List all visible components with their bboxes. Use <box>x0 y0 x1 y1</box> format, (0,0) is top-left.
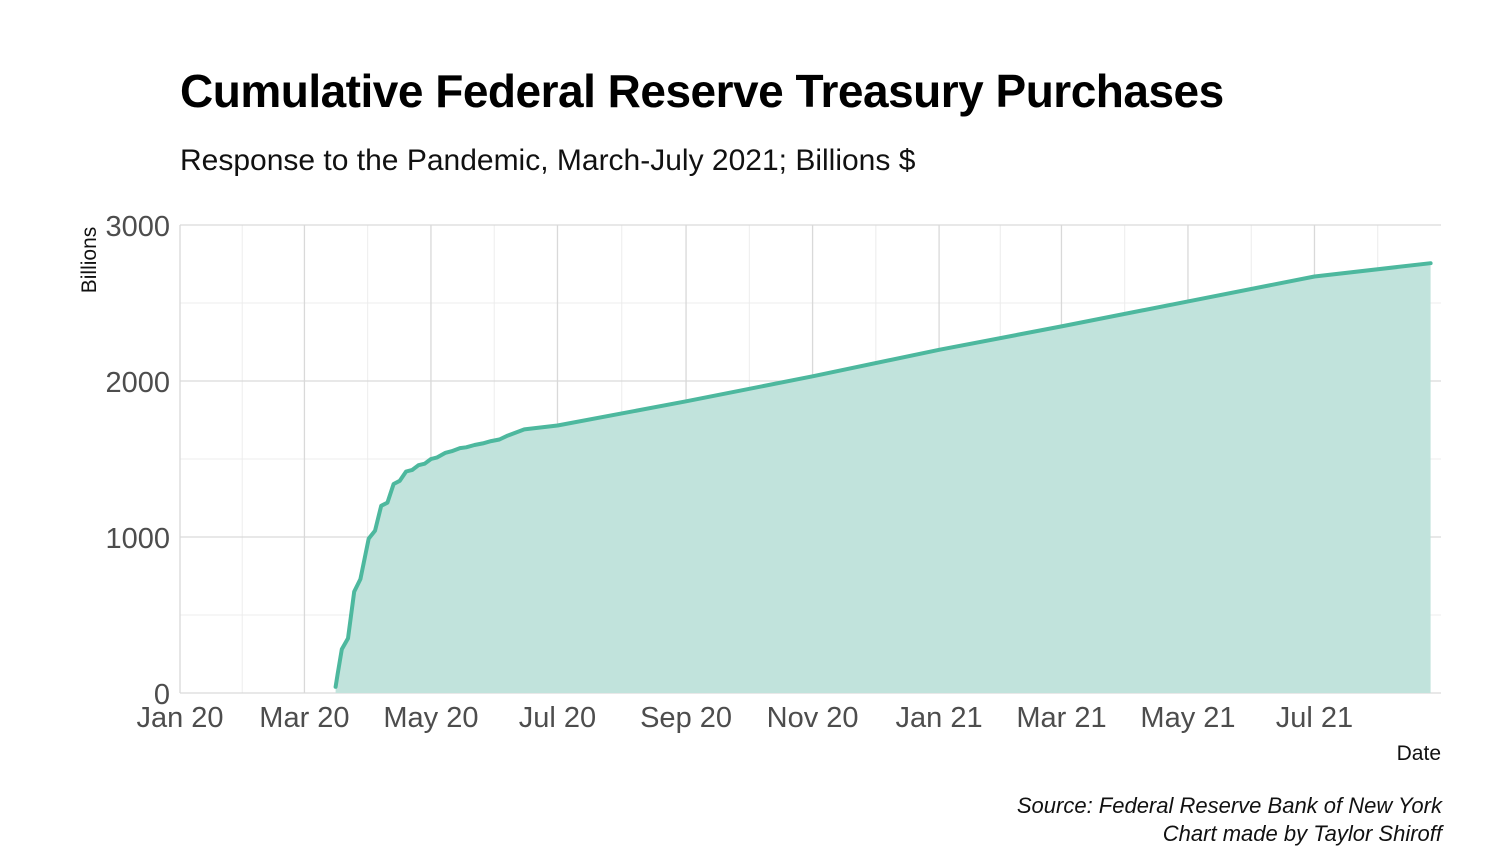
x-tick-label: May 20 <box>383 702 478 734</box>
y-tick-label: 0 <box>154 679 170 711</box>
x-tick-label: Mar 21 <box>1016 702 1106 734</box>
x-tick-labels: Jan 20 Mar 20 May 20 Jul 20 Sep 20 Nov 20 Jan … <box>136 702 1353 734</box>
y-tick-label: 2000 <box>105 367 170 399</box>
caption-credit: Chart made by Taylor Shiroff <box>1162 821 1442 846</box>
y-tick-label: 3000 <box>105 211 170 243</box>
series-line <box>333 261 1433 689</box>
x-tick-label: Sep 20 <box>640 702 732 734</box>
x-tick-label: Jan 20 <box>136 702 223 734</box>
y-tick-label: 1000 <box>105 523 170 555</box>
x-tick-label: Nov 20 <box>767 702 859 734</box>
x-axis-label: Date <box>1397 742 1441 765</box>
series-area <box>335 263 1431 693</box>
chart-subtitle: Response to the Pandemic, March-July 202… <box>180 144 916 177</box>
caption-source: Source: Federal Reserve Bank of New York <box>1016 793 1442 818</box>
chart-title: Cumulative Federal Reserve Treasury Purc… <box>180 65 1224 117</box>
y-tick-labels: 0 1000 2000 3000 <box>105 211 170 711</box>
x-tick-label: Jan 21 <box>896 702 983 734</box>
x-tick-label: May 21 <box>1140 702 1235 734</box>
x-tick-label: Mar 20 <box>259 702 349 734</box>
x-tick-label: Jul 20 <box>519 702 596 734</box>
x-tick-label: Jul 21 <box>1276 702 1353 734</box>
y-axis-label: Billions <box>78 227 101 294</box>
